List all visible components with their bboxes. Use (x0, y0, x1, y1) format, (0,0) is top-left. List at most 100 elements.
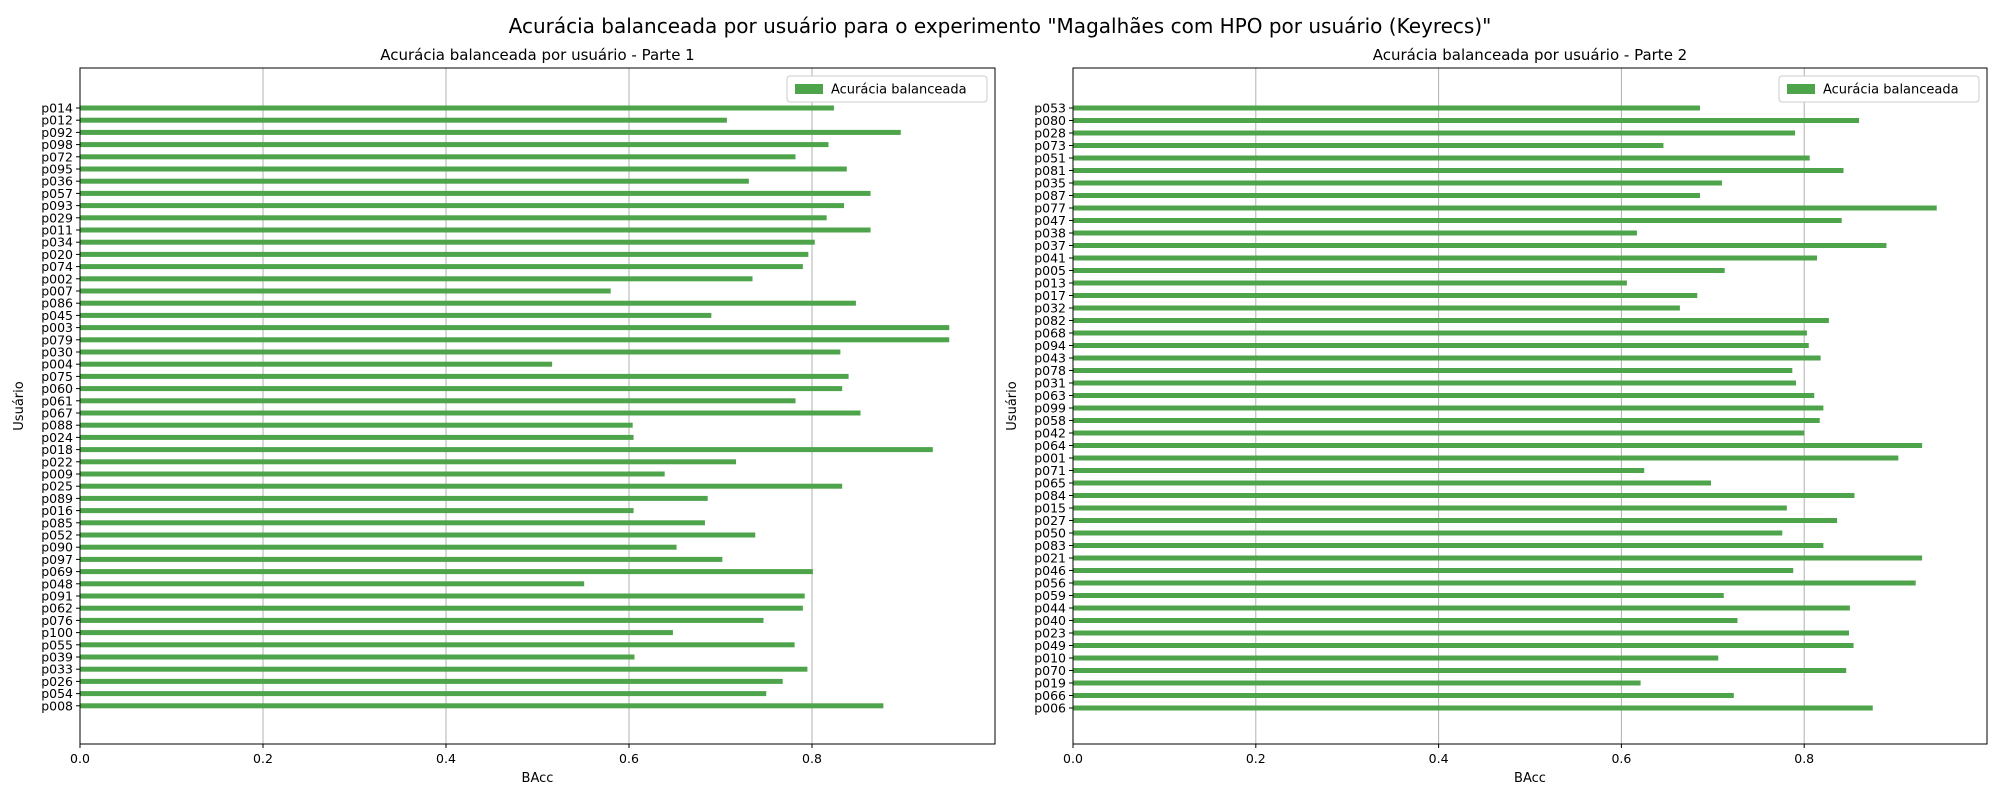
bar-p063 (1073, 393, 1815, 398)
bar-p050 (1073, 530, 1783, 536)
bar-p090 (80, 544, 677, 550)
y-tick-label: p048 (41, 576, 73, 591)
y-tick-label: p027 (1034, 513, 1066, 528)
bar-p055 (80, 642, 795, 648)
x-tick-label: 0.0 (1063, 751, 1083, 766)
y-tick-label: p097 (41, 552, 73, 567)
bar-p035 (1073, 180, 1722, 186)
bar-p079 (80, 337, 950, 343)
y-tick-label: p025 (41, 479, 73, 494)
bar-p041 (1073, 255, 1817, 261)
legend-box (1778, 75, 1980, 103)
bar-p051 (1073, 155, 1810, 161)
axes-frame (79, 67, 996, 745)
bar-p094 (1073, 343, 1809, 348)
y-axis-label: Usuário (1005, 381, 1020, 430)
y-tick-label: p099 (1034, 401, 1066, 416)
y-tick-label: p100 (41, 625, 73, 640)
y-tick-label: p007 (41, 284, 73, 299)
y-tick-label: p054 (41, 686, 73, 701)
x-tick-label: 0.8 (802, 751, 822, 766)
bar-p010 (1073, 655, 1719, 661)
y-tick-label: p059 (1034, 588, 1066, 603)
bar-p003 (80, 325, 950, 331)
y-tick-label: p053 (1034, 101, 1066, 116)
bar-p077 (1073, 205, 1937, 211)
bar-p044 (1073, 605, 1850, 611)
x-tick-label: 0.4 (1429, 751, 1449, 766)
y-tick-label: p032 (1034, 301, 1066, 316)
legend-swatch (1787, 84, 1815, 94)
y-tick-label: p008 (41, 698, 73, 713)
bar-p049 (1073, 643, 1854, 648)
bar-p011 (80, 227, 871, 233)
x-tick-label: 0.8 (1794, 751, 1814, 766)
legend: Acurácia balanceada (786, 75, 988, 103)
y-tick-label: p050 (1034, 526, 1066, 541)
y-tick-label: p012 (41, 113, 73, 128)
x-tick-label: 0.2 (253, 751, 273, 766)
legend-swatch (795, 84, 823, 94)
y-tick-label: p071 (1034, 463, 1066, 478)
bar-p073 (1073, 143, 1664, 148)
bar-p080 (1073, 118, 1860, 123)
x-tick-label: 0.0 (70, 751, 90, 766)
y-tick-label: p037 (1034, 238, 1066, 253)
y-tick-label: p078 (1034, 363, 1066, 378)
y-tick-label: p035 (1034, 176, 1066, 191)
y-tick-label: p006 (1034, 701, 1066, 716)
bar-p009 (80, 471, 665, 477)
bar-p067 (80, 410, 861, 416)
bar-p056 (1073, 580, 1916, 586)
bar-p046 (1073, 568, 1794, 573)
bar-p075 (80, 373, 849, 379)
y-tick-label: p076 (41, 613, 73, 628)
bar-p015 (1073, 505, 1787, 511)
y-tick-label: p095 (41, 162, 73, 177)
y-tick-label: p047 (1034, 213, 1066, 228)
y-tick-label: p021 (1034, 551, 1066, 566)
y-tick-label: p031 (1034, 376, 1066, 391)
bar-p091 (80, 593, 805, 599)
bar-p039 (80, 654, 635, 660)
y-tick-label: p044 (1034, 601, 1066, 616)
y-tick-label: p091 (41, 589, 73, 604)
y-tick-label: p075 (41, 369, 73, 384)
bar-p001 (1073, 455, 1899, 461)
bar-p061 (80, 398, 796, 404)
legend-box (786, 75, 988, 103)
y-tick-label: p051 (1034, 151, 1066, 166)
bar-p032 (1073, 305, 1680, 311)
bar-p037 (1073, 243, 1887, 248)
x-axis-label: BAcc (1514, 771, 1546, 786)
y-tick-label: p009 (41, 467, 73, 482)
bar-p006 (1073, 705, 1873, 711)
bar-p068 (1073, 330, 1807, 336)
bar-p087 (1073, 193, 1701, 198)
bar-p027 (1073, 518, 1838, 523)
x-tick-label: 0.4 (436, 751, 456, 766)
bar-p099 (1073, 405, 1824, 411)
y-tick-label: p094 (1034, 338, 1066, 353)
y-tick-label: p061 (41, 393, 73, 408)
y-tick-label: p014 (41, 101, 73, 116)
y-tick-label: p093 (41, 198, 73, 213)
bar-p100 (80, 630, 673, 636)
y-tick-label: p092 (41, 125, 73, 140)
bar-p020 (80, 251, 809, 257)
bar-p007 (80, 288, 611, 294)
y-tick-label: p049 (1034, 638, 1066, 653)
y-tick-label: p023 (1034, 626, 1066, 641)
bar-p072 (80, 154, 796, 160)
bar-p082 (1073, 318, 1829, 323)
bar-p098 (80, 142, 829, 148)
y-tick-label: p086 (41, 296, 73, 311)
y-tick-label: p069 (41, 564, 73, 579)
figure-title: Acurácia balanceada por usuário para o e… (508, 14, 1492, 38)
y-tick-label: p016 (41, 503, 73, 518)
chart-title: Acurácia balanceada por usuário - Parte … (380, 46, 694, 64)
y-tick-label: p056 (1034, 576, 1066, 591)
y-tick-label: p057 (41, 186, 73, 201)
